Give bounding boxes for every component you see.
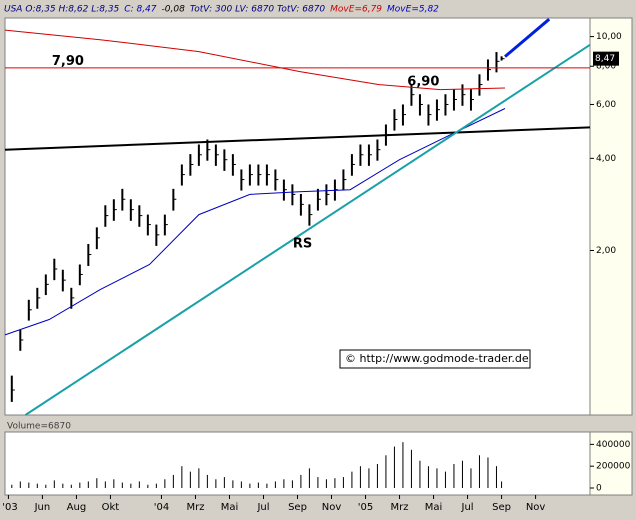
x-tick-label: Jul [461,502,474,513]
y-tick-label: 2,00 [596,246,616,256]
x-tick-label: Okt [102,502,120,513]
header-text: USA O:8,35 H:8,62 L:8,35 [4,5,120,15]
overlay-line [4,108,506,336]
x-tick-label: '03 [2,502,17,513]
x-tick-label: Aug [67,502,87,513]
x-tick-label: Jun [34,502,51,513]
annotation: RS [293,236,312,251]
x-tick-label: Mrz [186,502,204,513]
overlay-line [24,43,591,416]
copyright-box [339,349,531,369]
volume-tick-label: 200000 [596,462,631,472]
header-text: -0,08 [162,5,186,15]
overlay-line [4,126,591,151]
overlay-line [504,18,551,58]
last-price: 8,47 [595,54,615,64]
header-text: C: 8,47 [124,5,156,15]
x-tick-label: Nov [526,502,546,513]
last-price-box [593,51,619,66]
annotation: 7,90 [52,54,84,69]
volume-title: Volume=6870 [7,422,71,432]
price-panel [4,17,591,416]
y-tick-label: 4,00 [596,154,616,164]
header-text: MovE=5,82 [387,5,439,15]
x-tick-label: Jul [256,502,269,513]
x-tick-label: Mai [425,502,443,513]
annotation: 6,90 [407,75,439,90]
x-tick-label: Sep [492,502,511,513]
volume-axis [589,431,633,496]
x-tick-label: '04 [154,502,169,513]
x-tick-label: Mrz [391,502,409,513]
y-tick-label: 6,00 [596,100,616,110]
header-text: TotV: 300 LV: 6870 TotV: 6870 [190,5,326,15]
volume-tick-label: 400000 [596,440,631,450]
x-tick-label: Sep [288,502,307,513]
y-tick-label: 8,00 [596,62,616,72]
y-tick-label: 10,00 [596,32,622,42]
volume-panel [4,431,591,496]
x-tick-label: Nov [322,502,342,513]
x-tick-label: Mai [221,502,239,513]
copyright: © http://www.godmode-trader.de [345,352,529,365]
volume-tick-label: 0 [596,484,602,494]
x-tick-label: '05 [358,502,373,513]
price-axis [589,17,633,416]
header-text: MovE=6,79 [330,5,382,15]
overlay-line [4,29,506,91]
